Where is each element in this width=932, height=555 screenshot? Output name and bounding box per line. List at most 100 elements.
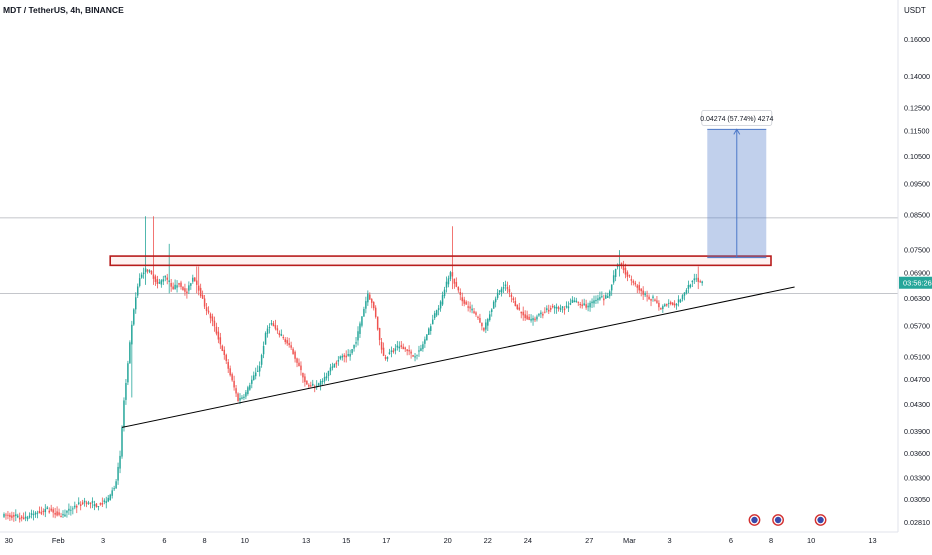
candle-body — [109, 494, 111, 501]
candle-body — [418, 350, 420, 352]
candle-body — [573, 300, 576, 303]
candle-body — [229, 368, 231, 376]
candle-body — [382, 347, 385, 356]
time-tick-label: 3 — [667, 536, 671, 545]
candle-body — [231, 374, 233, 381]
candle-body — [526, 315, 528, 320]
candle-body — [107, 497, 109, 502]
candle-body — [664, 304, 666, 307]
candle-body — [201, 294, 204, 299]
candle-body — [97, 506, 100, 507]
candle-body — [652, 296, 654, 299]
candle-body — [416, 354, 418, 356]
candle-body — [64, 514, 66, 517]
candle-body — [7, 514, 9, 516]
candle-body — [205, 307, 208, 311]
candle-body — [280, 334, 283, 336]
candle-body — [190, 283, 192, 286]
candle-body — [158, 282, 161, 284]
price-axis[interactable]: 0.16000 0.14000 0.12500 0.11500 0.10500 0.095… — [899, 35, 932, 527]
candle-body — [697, 277, 699, 282]
candle-body — [36, 512, 39, 514]
candle-body — [581, 304, 583, 307]
time-tick-label: 30 — [5, 536, 13, 545]
candle-body — [534, 318, 536, 321]
candle-body — [677, 299, 680, 303]
candle-body — [575, 300, 578, 302]
price-tick-label: 0.10500 — [904, 152, 930, 161]
candle-body — [636, 285, 639, 288]
candle-body — [321, 380, 324, 382]
candle-body — [490, 309, 493, 312]
candle-body — [654, 299, 656, 301]
candle-body — [93, 504, 96, 507]
candle-body — [587, 305, 589, 308]
candle-body — [548, 309, 550, 312]
candle-body — [83, 500, 86, 503]
candle-body — [549, 308, 552, 310]
time-tick-label: 10 — [241, 536, 249, 545]
candle-body — [439, 301, 442, 309]
candle-body — [225, 354, 227, 361]
candle-body — [577, 301, 580, 303]
candle-body — [176, 285, 178, 288]
candle-body — [479, 317, 481, 323]
time-tick-label: 22 — [484, 536, 492, 545]
price-tick-label: 0.05100 — [904, 352, 930, 361]
candle-body — [426, 334, 428, 341]
candle-body — [561, 306, 564, 309]
candle-body — [117, 466, 119, 481]
candle-body — [152, 274, 155, 279]
time-tick-label: 27 — [585, 536, 593, 545]
candle-body — [433, 313, 436, 319]
candle-body — [260, 355, 263, 365]
candle-body — [532, 318, 534, 321]
candle-body — [579, 303, 581, 306]
candle-body — [211, 316, 214, 322]
candle-body — [89, 502, 92, 505]
candle-body — [520, 311, 522, 314]
candle-body — [685, 289, 688, 294]
candle-body — [34, 512, 37, 515]
candle-body — [115, 481, 117, 489]
candle-body — [359, 323, 361, 334]
candle-body — [15, 514, 17, 516]
candle-body — [129, 342, 131, 364]
candle-body — [38, 511, 41, 514]
price-tick-label: 0.06900 — [904, 268, 930, 277]
candle-body — [461, 297, 463, 302]
candle-body — [398, 346, 401, 349]
candle-body — [243, 396, 245, 398]
price-tick-label: 0.08500 — [904, 211, 930, 220]
price-tick-label: 0.12500 — [904, 103, 930, 112]
candle-body — [331, 366, 334, 368]
candle-body — [308, 384, 310, 387]
candle-body — [199, 287, 202, 297]
candle-body — [28, 515, 31, 518]
candle-body — [504, 284, 507, 287]
candle-body — [235, 388, 237, 394]
candle-body — [241, 397, 243, 399]
candle-body — [172, 286, 174, 290]
event-markers — [748, 514, 827, 526]
candle-body — [52, 509, 54, 513]
time-tick-label: 6 — [162, 536, 166, 545]
time-tick-label: 6 — [729, 536, 733, 545]
candle-body — [50, 508, 52, 511]
candle-body — [496, 292, 499, 298]
resistance-zone — [109, 255, 772, 267]
candle-body — [445, 281, 448, 288]
time-tick-label: 13 — [302, 536, 310, 545]
candle-body — [60, 515, 62, 518]
candle-body — [317, 383, 320, 386]
candle-body — [524, 314, 526, 319]
candle-body — [17, 515, 19, 518]
candle-body — [508, 289, 511, 293]
candle-body — [557, 307, 560, 309]
candle-body — [512, 298, 515, 301]
time-axis[interactable]: 30 Feb 3 6 8 10 13 15 17 20 22 24 27 Mar 3 6 8 10 13 — [5, 536, 877, 545]
candle-body — [310, 385, 312, 387]
candle-body — [402, 346, 404, 350]
